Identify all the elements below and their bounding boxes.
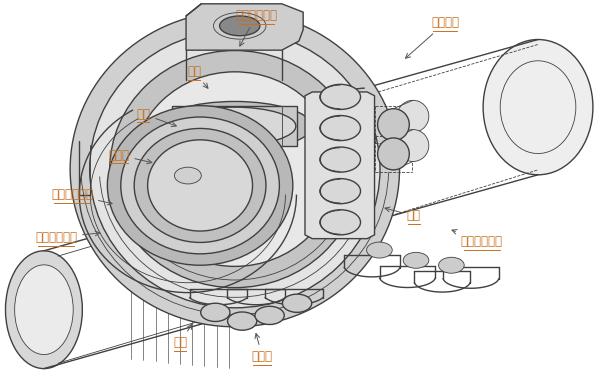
Circle shape: [320, 210, 361, 235]
Circle shape: [320, 147, 361, 172]
Circle shape: [174, 167, 201, 184]
Text: 外輪: 外輪: [137, 108, 176, 127]
Ellipse shape: [121, 117, 279, 254]
Circle shape: [282, 294, 312, 312]
Ellipse shape: [5, 251, 82, 369]
Ellipse shape: [158, 101, 312, 151]
Ellipse shape: [132, 72, 337, 266]
Circle shape: [201, 303, 230, 321]
Circle shape: [320, 84, 361, 109]
Text: スプライン軸: スプライン軸: [35, 231, 100, 244]
Text: 間座: 間座: [187, 65, 208, 88]
Circle shape: [320, 116, 361, 141]
Circle shape: [228, 312, 257, 330]
Text: 外筒本体: 外筒本体: [406, 16, 459, 58]
Text: サイドシール: サイドシール: [51, 188, 112, 205]
Polygon shape: [305, 92, 375, 239]
Ellipse shape: [220, 16, 260, 36]
Text: 鈴球: 鈴球: [385, 207, 420, 222]
Circle shape: [439, 257, 464, 273]
Text: 鈴球: 鈴球: [173, 325, 192, 349]
Text: シール: シール: [109, 149, 152, 164]
Circle shape: [320, 179, 361, 204]
Ellipse shape: [378, 138, 409, 170]
Ellipse shape: [107, 106, 293, 265]
Ellipse shape: [397, 130, 429, 162]
Circle shape: [403, 252, 429, 268]
Ellipse shape: [397, 100, 429, 132]
Ellipse shape: [90, 30, 380, 308]
Ellipse shape: [70, 11, 400, 327]
Text: フランジ外輪: フランジ外輪: [235, 10, 277, 46]
Polygon shape: [186, 4, 303, 50]
Ellipse shape: [483, 40, 593, 175]
Ellipse shape: [378, 109, 409, 141]
Ellipse shape: [174, 107, 296, 145]
Ellipse shape: [134, 128, 266, 242]
Text: 回転部保持器: 回転部保持器: [452, 230, 503, 248]
Polygon shape: [172, 106, 297, 146]
Ellipse shape: [148, 140, 253, 231]
Circle shape: [367, 242, 392, 258]
Ellipse shape: [110, 51, 360, 288]
Circle shape: [255, 306, 284, 325]
Text: 保持器: 保持器: [252, 334, 273, 363]
Ellipse shape: [15, 265, 73, 355]
